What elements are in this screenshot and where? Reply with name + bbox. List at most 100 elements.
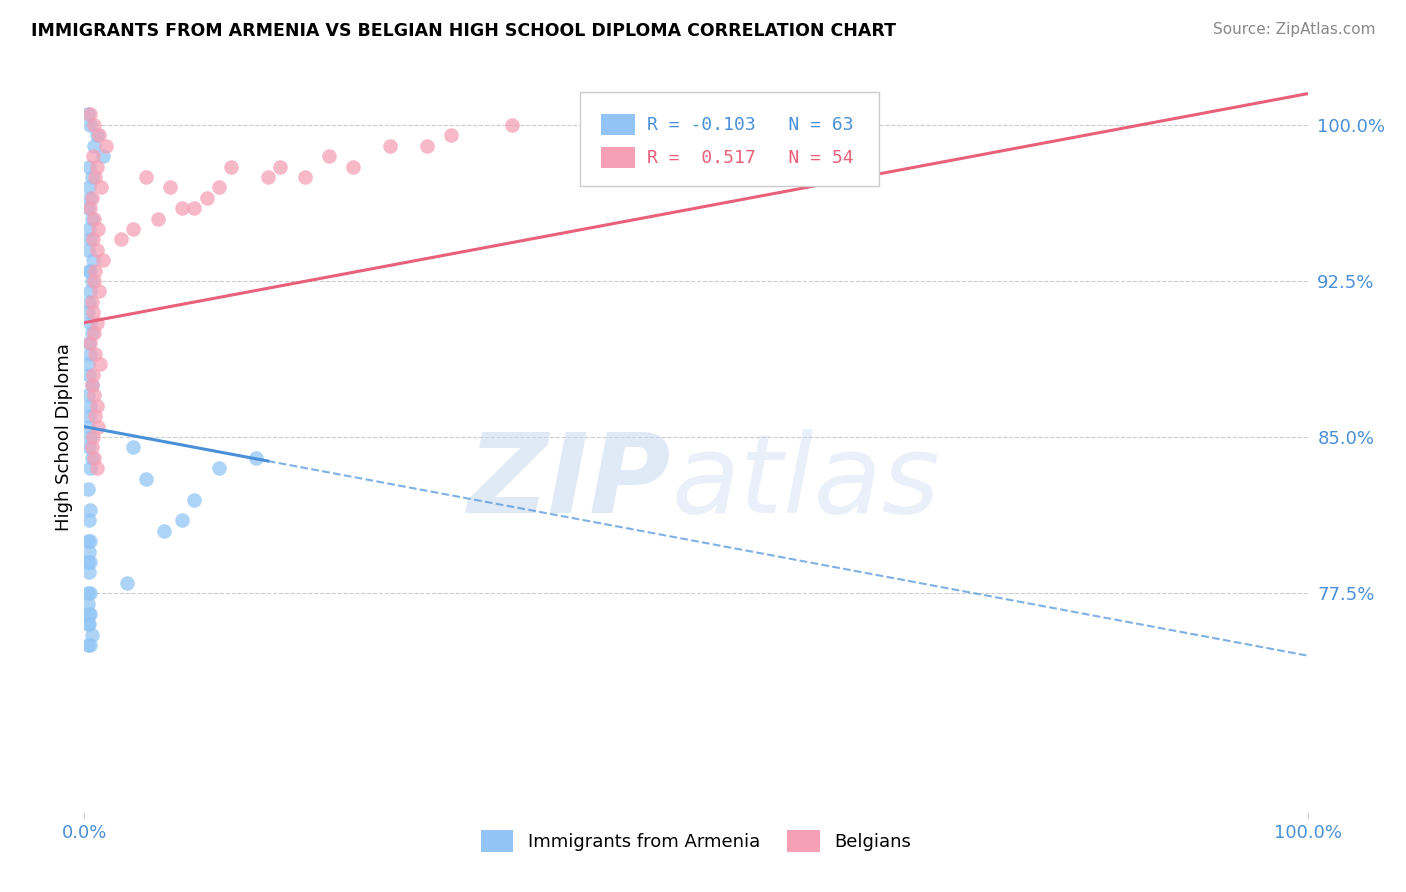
Point <box>87 285 110 299</box>
Point <box>79 191 101 205</box>
Point <box>77 243 100 257</box>
Text: R = -0.103   N = 63: R = -0.103 N = 63 <box>647 116 853 134</box>
Point <box>183 492 205 507</box>
Point <box>77 597 100 611</box>
Point <box>77 586 100 600</box>
Point <box>77 294 100 309</box>
Point <box>79 461 101 475</box>
Point <box>83 274 105 288</box>
Point <box>77 534 100 549</box>
Point <box>77 180 100 194</box>
Point <box>79 118 101 132</box>
Point <box>79 586 101 600</box>
Point <box>77 263 100 277</box>
Point <box>342 160 364 174</box>
Point <box>79 201 101 215</box>
Point <box>79 263 101 277</box>
FancyBboxPatch shape <box>600 114 636 135</box>
Point <box>80 191 103 205</box>
Point <box>86 243 108 257</box>
Point <box>502 118 524 132</box>
Text: atlas: atlas <box>672 428 941 535</box>
Point <box>83 211 105 226</box>
Point <box>135 472 157 486</box>
Point <box>90 180 112 194</box>
Point <box>77 336 100 351</box>
Point <box>380 138 402 153</box>
Point <box>122 222 145 236</box>
Point <box>80 294 103 309</box>
Point <box>245 450 267 465</box>
Point <box>79 503 101 517</box>
Point <box>77 409 100 424</box>
Point <box>77 305 100 319</box>
Point <box>77 419 100 434</box>
Text: IMMIGRANTS FROM ARMENIA VS BELGIAN HIGH SCHOOL DIPLOMA CORRELATION CHART: IMMIGRANTS FROM ARMENIA VS BELGIAN HIGH … <box>31 22 896 40</box>
Point <box>77 222 100 236</box>
Point <box>86 461 108 475</box>
Point <box>77 388 100 402</box>
Point <box>79 607 101 621</box>
Point <box>80 378 103 392</box>
Y-axis label: High School Diploma: High School Diploma <box>55 343 73 531</box>
Point <box>440 128 463 143</box>
Point <box>84 169 107 184</box>
Point <box>146 211 169 226</box>
Point <box>135 169 157 184</box>
Point <box>77 555 100 569</box>
Point <box>79 430 101 444</box>
Point <box>77 566 100 580</box>
Point <box>82 253 104 268</box>
Point <box>153 524 176 538</box>
Point <box>195 191 218 205</box>
Point <box>318 149 340 163</box>
Point <box>257 169 280 184</box>
Point <box>122 441 145 455</box>
Point <box>80 628 103 642</box>
Text: ZIP: ZIP <box>468 428 672 535</box>
Point <box>84 409 107 424</box>
Point <box>79 316 101 330</box>
Point <box>77 107 100 121</box>
Point <box>159 180 181 194</box>
Point <box>87 222 110 236</box>
Point <box>172 201 194 215</box>
Point <box>172 513 194 527</box>
Point <box>87 419 110 434</box>
Point <box>91 149 114 163</box>
Point <box>77 544 100 558</box>
Point <box>80 274 103 288</box>
FancyBboxPatch shape <box>579 93 880 186</box>
Point <box>80 450 103 465</box>
Point <box>79 107 101 121</box>
Point <box>208 461 231 475</box>
Point <box>77 201 100 215</box>
Point <box>86 316 108 330</box>
Point <box>115 575 138 590</box>
Point <box>416 138 439 153</box>
Point <box>208 180 231 194</box>
Point <box>79 399 101 413</box>
Point <box>79 232 101 246</box>
Point <box>82 430 104 444</box>
Text: Source: ZipAtlas.com: Source: ZipAtlas.com <box>1212 22 1375 37</box>
Point <box>77 482 100 496</box>
Point <box>82 368 104 382</box>
Point <box>77 617 100 632</box>
Point <box>87 128 110 143</box>
Point <box>80 378 103 392</box>
Point <box>83 118 105 132</box>
Point <box>77 357 100 371</box>
Point <box>80 326 103 340</box>
Point <box>77 638 100 652</box>
Point <box>84 263 107 277</box>
Point <box>83 388 105 402</box>
Point <box>91 253 114 268</box>
FancyBboxPatch shape <box>600 147 636 168</box>
Point <box>77 160 100 174</box>
Point <box>86 399 108 413</box>
Point <box>80 211 103 226</box>
Point <box>86 160 108 174</box>
Point <box>219 160 242 174</box>
Point <box>183 201 205 215</box>
